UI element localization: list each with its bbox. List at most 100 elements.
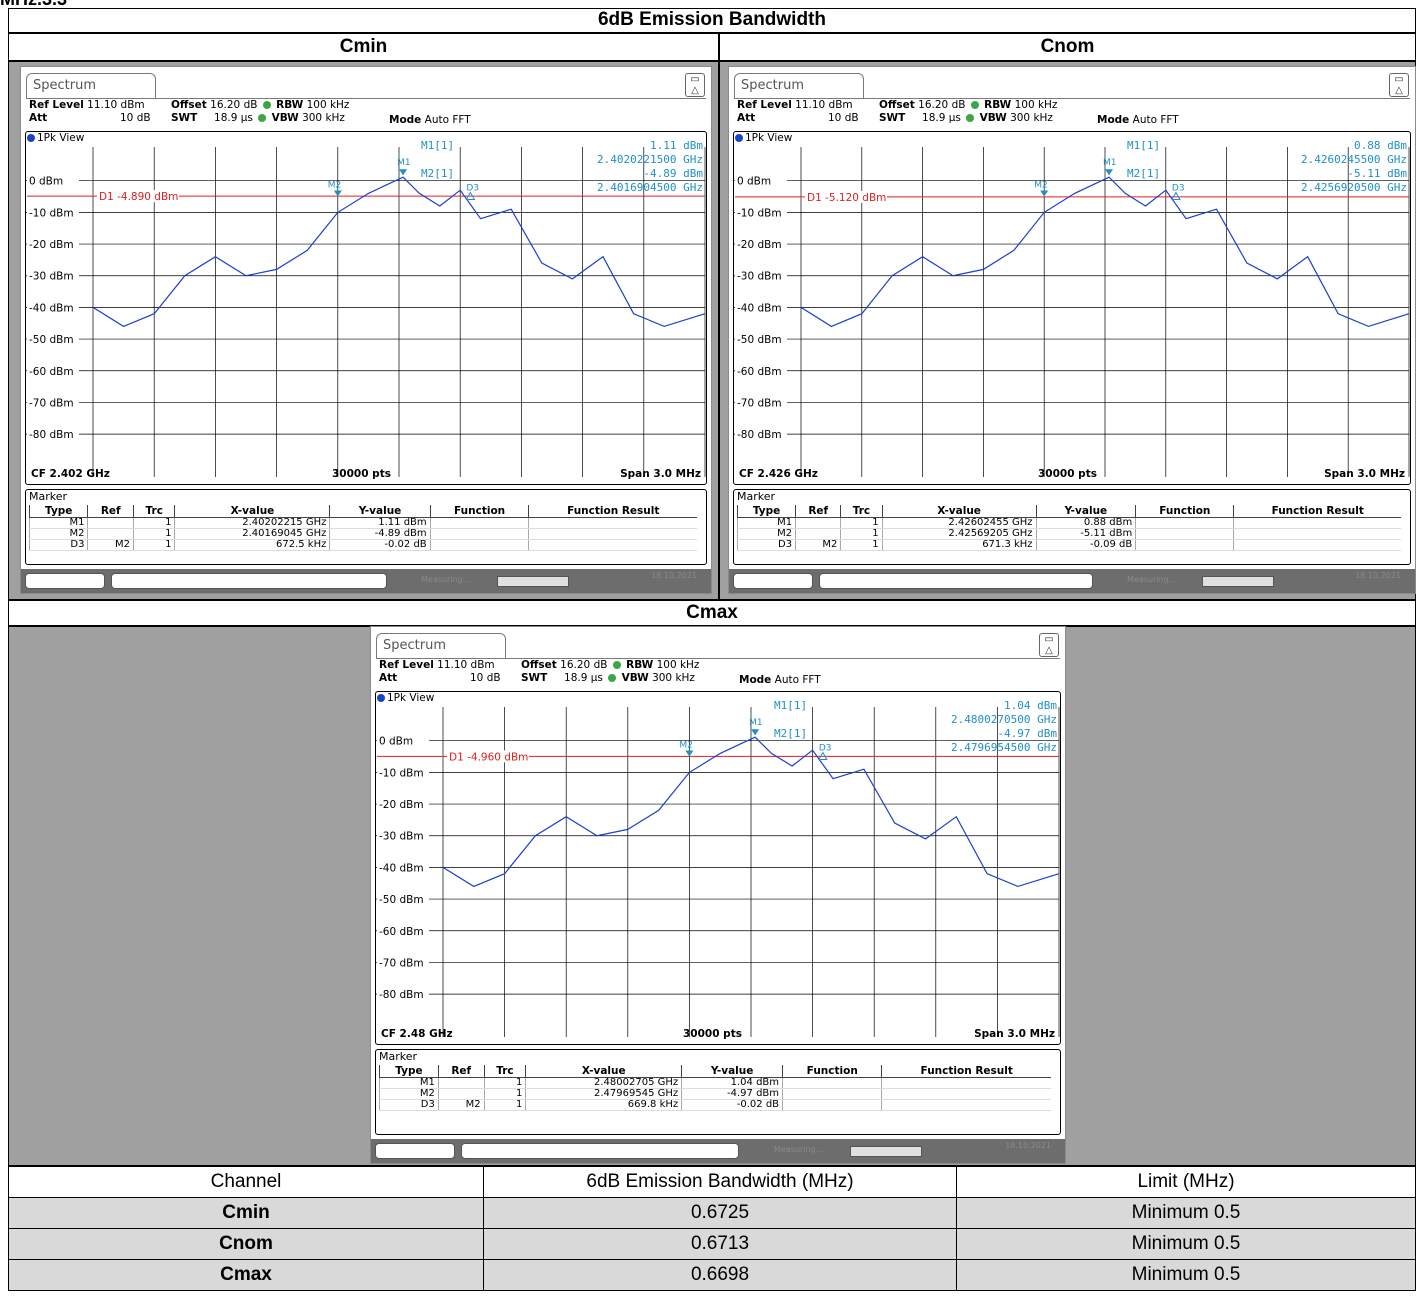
y-tick-label: -70 dBm	[737, 397, 782, 409]
spectrum-plot: 0 dBm -10 dBm -20 dBm -30 dBm -40 dBm -50 dBm…	[733, 139, 1410, 477]
m2-marker-icon	[1040, 190, 1049, 197]
marker-col-header: Ref	[87, 505, 134, 518]
marker-cell: 1	[840, 528, 883, 540]
marker-col-header: Y-value	[1035, 505, 1136, 518]
status-field-main[interactable]	[461, 1143, 739, 1159]
results-header-bandwidth: 6dB Emission Bandwidth (MHz)	[483, 1166, 957, 1198]
results-row: Cmax 0.6698 Minimum 0.5	[8, 1259, 1416, 1291]
d3-marker-tag: D3	[819, 744, 832, 754]
results-header-channel: Channel	[8, 1166, 484, 1198]
marker-row: M2 1 2.42569205 GHz -5.11 dBm	[736, 528, 1401, 540]
d1-label: D1 -4.960 dBm	[449, 751, 528, 763]
m1-readout-frequency: 2.4260245500 GHz	[1301, 153, 1407, 166]
view-label: 1Pk View	[735, 132, 792, 144]
results-limit: Minimum 0.5	[956, 1228, 1416, 1260]
m1-marker-tag: M1	[749, 718, 763, 728]
y-label-bg	[735, 333, 787, 346]
y-label-bg	[735, 206, 787, 219]
marker-col-header: X-value	[881, 505, 1037, 518]
status-field-main[interactable]	[111, 573, 387, 589]
status-field-left[interactable]	[733, 573, 813, 589]
marker-cell: 1	[132, 539, 175, 551]
marker-cell: -5.11 dBm	[1035, 528, 1136, 540]
marker-cell: -0.02 dB	[681, 1099, 783, 1111]
marker-title: Marker	[29, 490, 68, 503]
y-tick-label: 0 dBm	[379, 736, 413, 748]
y-label-bg	[377, 893, 429, 906]
y-tick-label: -50 dBm	[29, 334, 74, 346]
center-frequency: CF 2.402 GHz	[31, 468, 110, 480]
marker-cell: 2.40202215 GHz	[174, 517, 330, 529]
status-field-left[interactable]	[25, 573, 105, 589]
status-date: 18.10.2021	[1355, 571, 1401, 580]
m1-readout-level: 1.11 dBm	[650, 139, 703, 152]
marker-cell: M2	[437, 1099, 485, 1111]
marker-cell	[881, 1077, 1051, 1089]
y-label-bg	[377, 766, 429, 779]
marker-frame	[733, 489, 1411, 565]
status-field-left[interactable]	[375, 1143, 455, 1159]
marker-cell	[429, 539, 529, 551]
marker-cell	[528, 528, 697, 540]
marker-col-header: X-value	[174, 505, 330, 518]
marker-title: Marker	[737, 490, 776, 503]
m2-readout-level: -4.89 dBm	[643, 167, 703, 180]
att-info: Att	[737, 112, 756, 124]
marker-row: M2 1 2.47969545 GHz -4.97 dBm	[379, 1088, 1051, 1100]
spectrum-tab[interactable]: Spectrum	[376, 633, 506, 659]
d1-label-bg	[447, 750, 529, 763]
marker-cell: 1	[840, 517, 883, 529]
marker-cell	[87, 528, 134, 540]
tab-divider	[26, 98, 706, 99]
marker-col-header: Y-value	[681, 1065, 783, 1078]
d3-marker-icon	[1171, 191, 1181, 201]
y-tick-label: 0 dBm	[29, 176, 63, 188]
marker-cell: M1	[379, 1077, 439, 1089]
marker-cell: M2	[379, 1088, 439, 1100]
cmin-header: Cmin	[8, 33, 719, 61]
y-tick-label: -40 dBm	[379, 862, 424, 874]
ref-level-info: Ref Level 11.10 dBm	[737, 99, 853, 111]
m2-readout-level: -4.97 dBm	[997, 727, 1057, 740]
status-message: Measuring...	[774, 1145, 824, 1154]
trace-dot-icon	[27, 134, 35, 142]
display-config-icon[interactable]: ▭ △	[685, 73, 705, 97]
spectrum-panel-cmax: Spectrum ▭ △ Ref Level 11.10 dBm Att 10 d…	[370, 626, 1066, 1164]
marker-row: D3 M2 1 672.5 kHz -0.02 dB	[28, 539, 697, 551]
d3-marker-tag: D3	[466, 184, 479, 194]
ref-level-info: Ref Level 11.10 dBm	[29, 99, 145, 111]
d1-label: D1 -5.120 dBm	[807, 192, 886, 204]
y-label-bg	[735, 428, 787, 441]
m2-readout-label: M2[1]	[774, 727, 807, 740]
view-label: 1Pk View	[27, 132, 84, 144]
y-tick-label: -50 dBm	[379, 894, 424, 906]
center-frequency: CF 2.426 GHz	[739, 468, 818, 480]
y-tick-label: -40 dBm	[29, 302, 74, 314]
status-field-main[interactable]	[819, 573, 1093, 589]
mode-info: Mode Auto FFT	[389, 114, 471, 126]
swt-info: SWT 18.9 µs VBW 300 kHz	[521, 672, 695, 684]
marker-col-header: Type	[736, 505, 796, 518]
y-label-bg	[377, 861, 429, 874]
marker-cell: M2	[87, 539, 134, 551]
display-config-icon[interactable]: ▭ △	[1389, 73, 1409, 97]
y-label-bg	[377, 829, 429, 842]
marker-cell	[881, 1088, 1051, 1100]
d1-label-bg	[805, 190, 887, 203]
display-config-icon[interactable]: ▭ △	[1039, 633, 1059, 657]
marker-title: Marker	[379, 1050, 418, 1063]
section-title: MHz.3.3	[0, 0, 67, 10]
spectrum-tab[interactable]: Spectrum	[734, 73, 864, 99]
y-label-bg	[27, 301, 79, 314]
marker-col-header: Trc	[840, 505, 883, 518]
y-label-bg	[27, 206, 79, 219]
marker-cell: 0.88 dBm	[1035, 517, 1136, 529]
ref-level-info: Ref Level 11.10 dBm	[379, 659, 495, 671]
marker-cell	[437, 1077, 485, 1089]
spectrum-tab[interactable]: Spectrum	[26, 73, 156, 99]
tab-divider	[376, 658, 1060, 659]
y-label-bg	[377, 798, 429, 811]
m2-marker-icon	[333, 190, 342, 197]
m1-marker-tag: M1	[1103, 158, 1117, 168]
progress-bar	[850, 1146, 922, 1157]
